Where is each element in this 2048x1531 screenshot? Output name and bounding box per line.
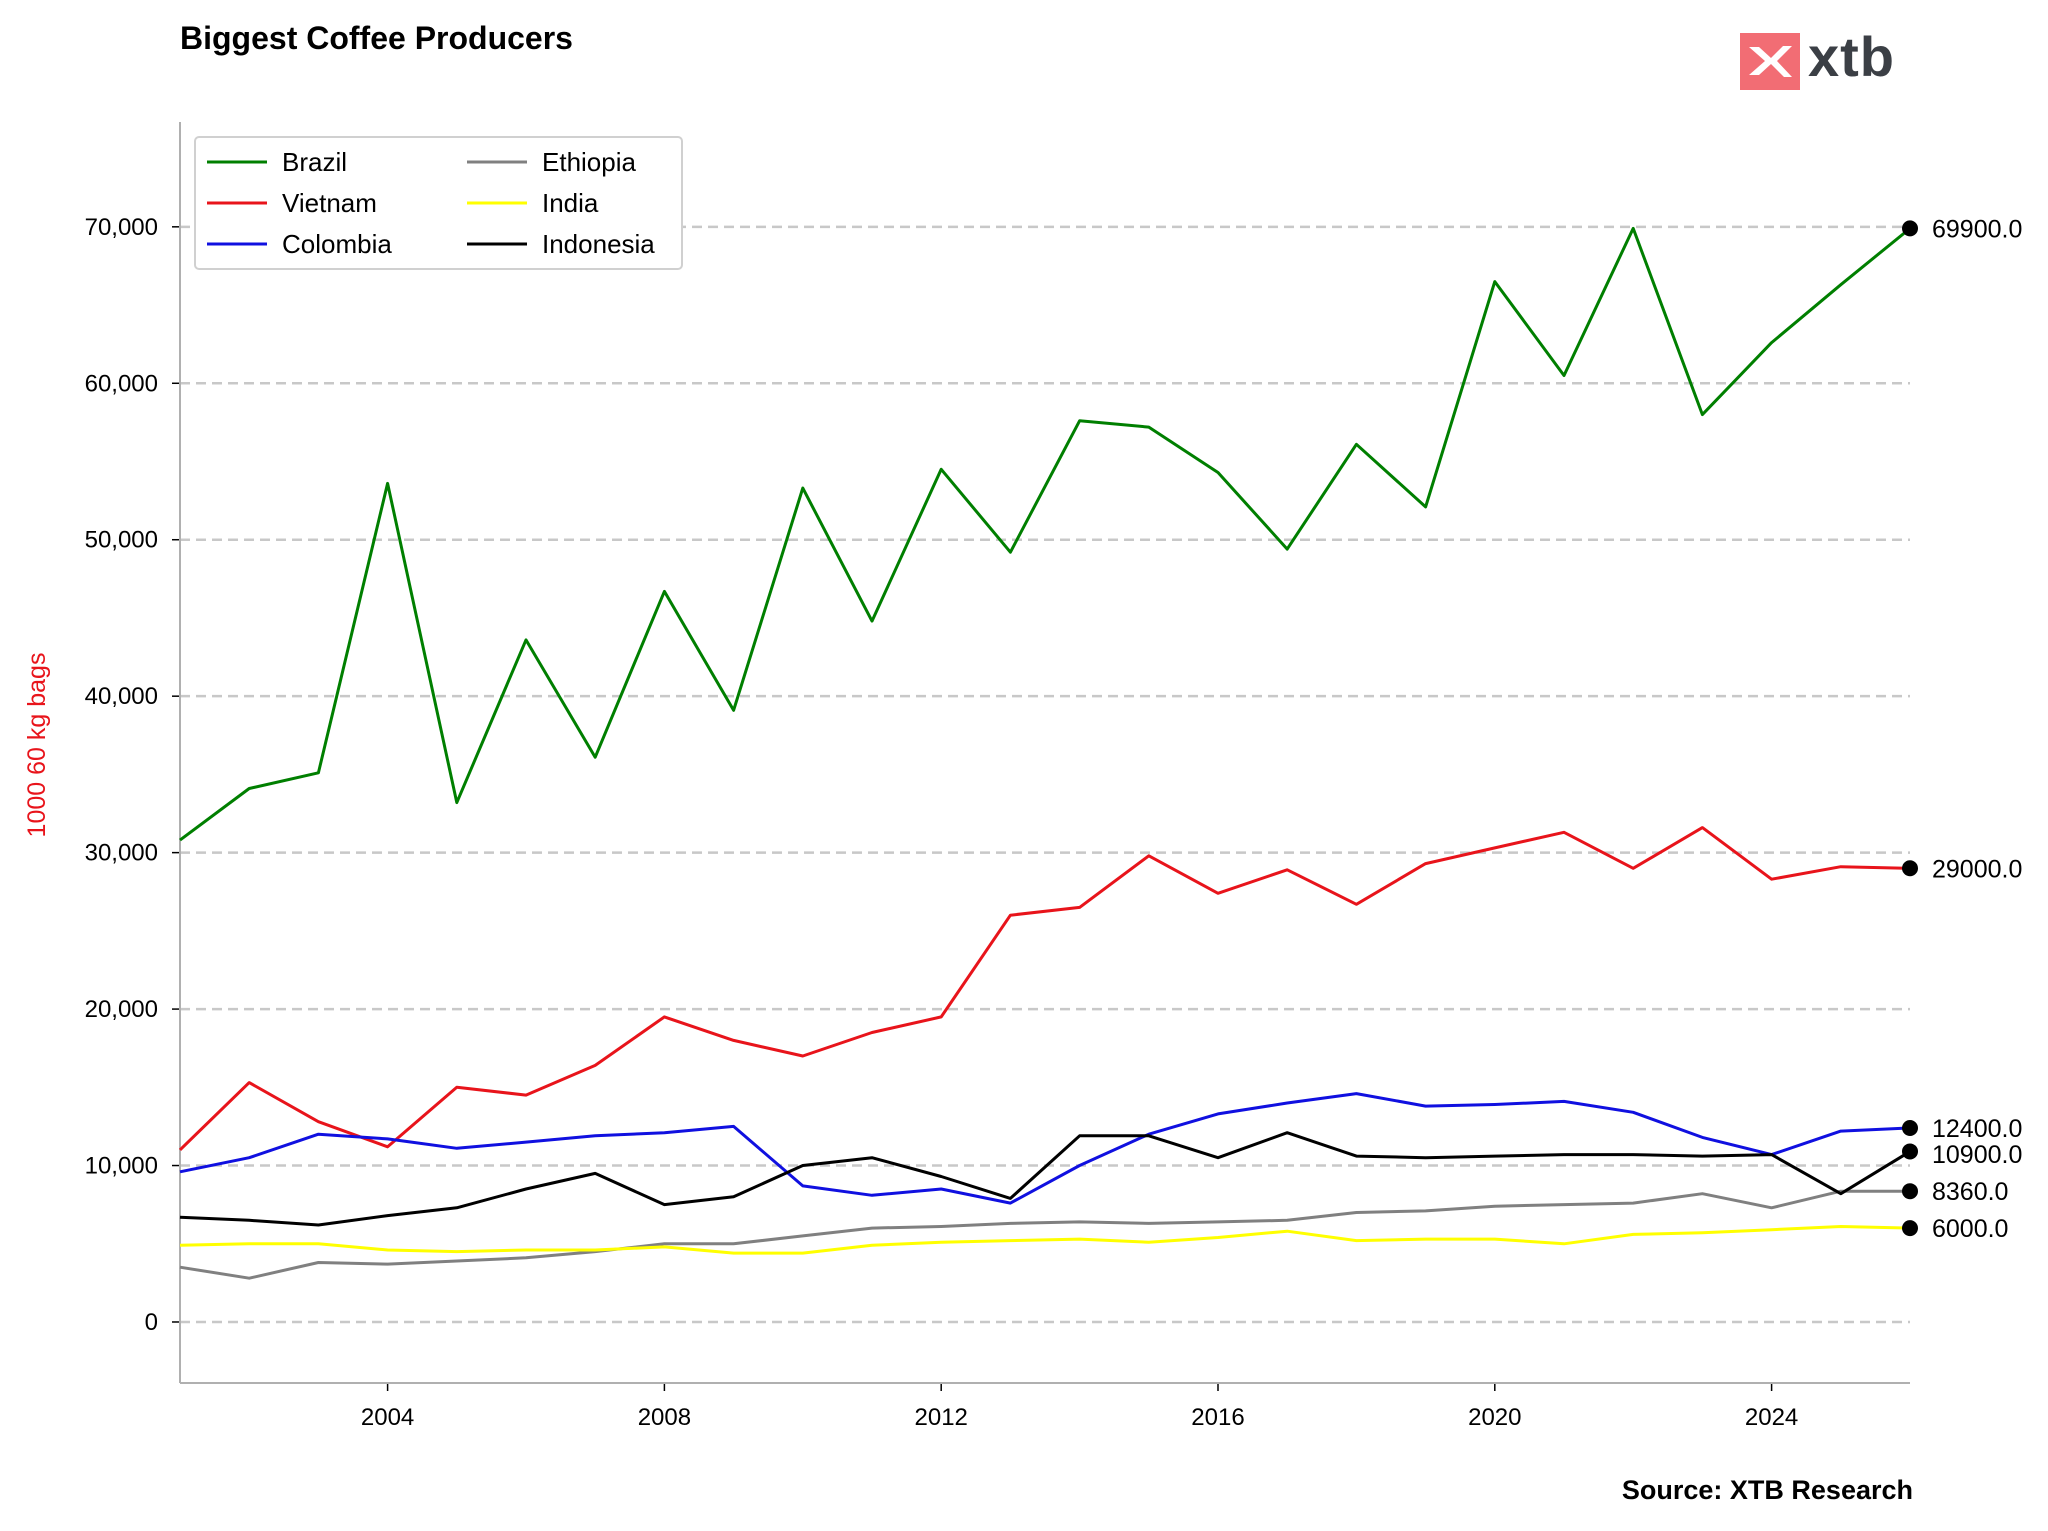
y-axis-label: 1000 60 kg bags bbox=[23, 653, 51, 838]
end-label-colombia: 12400.0 bbox=[1932, 1115, 2022, 1143]
end-marker-brazil bbox=[1902, 220, 1918, 237]
x-icon bbox=[1740, 33, 1800, 90]
end-label-ethiopia: 8360.0 bbox=[1932, 1178, 2008, 1206]
chart-title: Biggest Coffee Producers bbox=[180, 20, 573, 56]
legend-box bbox=[194, 136, 683, 270]
y-tick-label: 20,000 bbox=[85, 996, 158, 1023]
x-tick-label: 2008 bbox=[638, 1404, 691, 1431]
end-marker-vietnam bbox=[1902, 860, 1918, 877]
end-label-brazil: 69900.0 bbox=[1932, 215, 2022, 243]
series-lines bbox=[178, 226, 1911, 1280]
y-tick-label: 10,000 bbox=[85, 1153, 158, 1180]
y-tick-label: 50,000 bbox=[85, 527, 158, 554]
y-tick-label: 70,000 bbox=[85, 214, 158, 241]
y-tick-label: 40,000 bbox=[85, 683, 158, 710]
source-note: Source: XTB Research bbox=[1621, 1475, 1913, 1505]
series-line-india bbox=[179, 1225, 1911, 1255]
legend-label-vietnam: Vietnam bbox=[282, 188, 377, 218]
end-label-vietnam: 29000.0 bbox=[1932, 855, 2022, 883]
y-tick-label: 30,000 bbox=[85, 840, 158, 867]
legend-label-ethiopia: Ethiopia bbox=[542, 147, 636, 177]
end-marker-colombia bbox=[1902, 1119, 1918, 1136]
legend: Brazil Vietnam Colombia Ethiopia India Indone… bbox=[194, 136, 683, 270]
x-tick-label: 2024 bbox=[1745, 1404, 1798, 1431]
y-tick-label: 60,000 bbox=[85, 370, 158, 397]
legend-label-indonesia: Indonesia bbox=[542, 229, 655, 259]
x-tick-label: 2016 bbox=[1191, 1404, 1244, 1431]
series-line-brazil bbox=[179, 226, 1911, 842]
x-tick-label: 2020 bbox=[1468, 1404, 1521, 1431]
legend-label-brazil: Brazil bbox=[282, 147, 347, 177]
end-label-india: 6000.0 bbox=[1932, 1215, 2008, 1243]
logo-text: xtb bbox=[1808, 25, 1895, 88]
legend-label-colombia: Colombia bbox=[282, 229, 392, 259]
axes: 0 10,000 20,000 30,000 40,000 50,000 60,000 70,… bbox=[85, 122, 1910, 1431]
y-tick-label: 0 bbox=[145, 1309, 158, 1336]
series-line-indonesia bbox=[179, 1131, 1911, 1227]
x-tick-label: 2004 bbox=[361, 1404, 414, 1431]
series-line-vietnam bbox=[178, 826, 1911, 1151]
x-tick-label: 2012 bbox=[915, 1404, 968, 1431]
series-line-colombia bbox=[179, 1092, 1911, 1205]
end-marker-india bbox=[1902, 1220, 1918, 1237]
series-line-ethiopia bbox=[179, 1189, 1910, 1280]
end-label-indonesia: 10900.0 bbox=[1932, 1141, 2022, 1169]
legend-label-india: India bbox=[542, 188, 599, 218]
end-marker-ethiopia bbox=[1902, 1183, 1918, 1200]
end-marker-indonesia bbox=[1902, 1143, 1918, 1160]
gridlines bbox=[180, 225, 1910, 1324]
